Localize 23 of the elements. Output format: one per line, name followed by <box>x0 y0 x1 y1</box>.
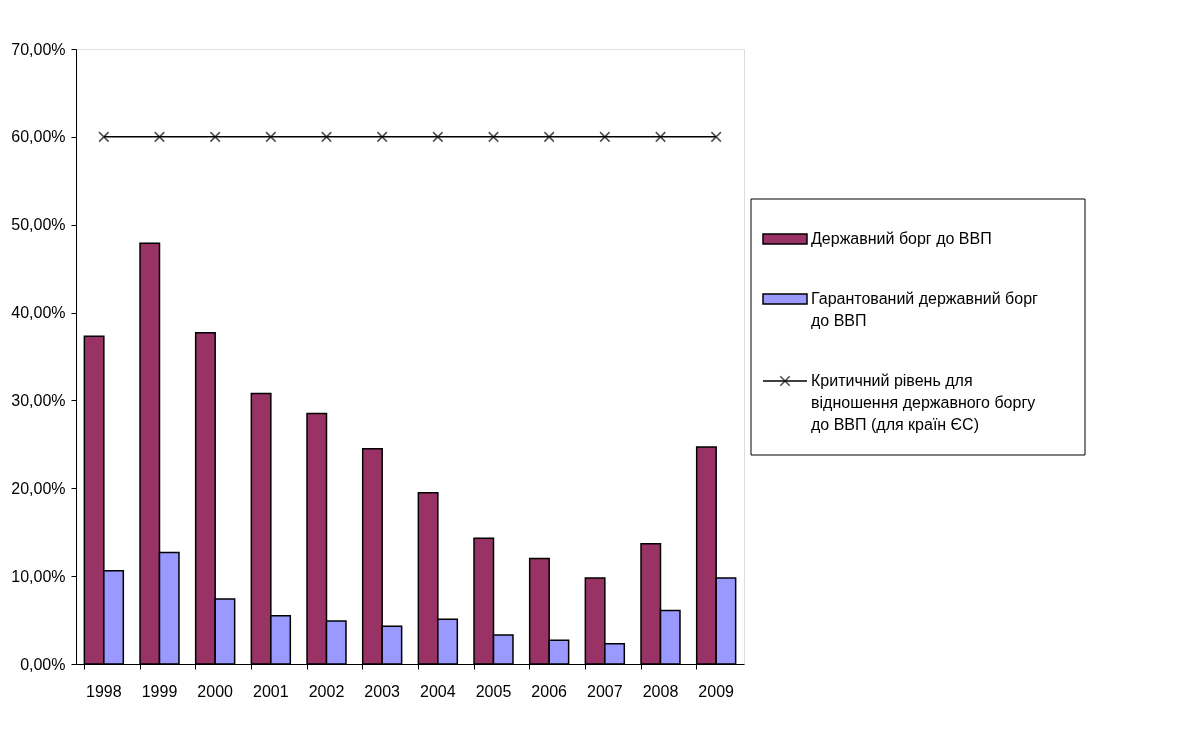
x-tick-label: 2006 <box>531 682 568 700</box>
y-tick-label: 70,00% <box>11 40 66 58</box>
x-tick-label: 2007 <box>587 682 623 700</box>
x-tick-label: 1998 <box>86 682 122 700</box>
x-tick-label: 2008 <box>642 682 679 700</box>
x-tick-label: 2002 <box>308 682 345 700</box>
x-tick-label: 2009 <box>698 682 735 700</box>
x-tick-label: 2003 <box>364 682 401 700</box>
x-tick-label: 2005 <box>475 682 512 700</box>
legend-label: Державний борг до ВВП <box>811 230 992 247</box>
legend-label: Критичний рівень для відношення державного боргу до ВВП (для країн ЄС) <box>811 372 1036 433</box>
x-tick-label: 2000 <box>197 682 234 700</box>
y-tick-label: 20,00% <box>11 479 66 497</box>
y-tick-label: 50,00% <box>11 216 66 234</box>
y-tick-label: 30,00% <box>11 391 66 409</box>
x-tick-label: 2004 <box>420 682 456 700</box>
legend-label: Гарантований державний борг до ВВП <box>811 290 1039 329</box>
y-tick-label: 0,00% <box>20 655 66 673</box>
y-tick-label: 60,00% <box>11 128 66 146</box>
y-tick-label: 40,00% <box>11 304 66 322</box>
x-tick-label: 1999 <box>141 682 178 700</box>
x-tick-label: 2001 <box>253 682 289 700</box>
y-tick-label: 10,00% <box>11 567 66 585</box>
